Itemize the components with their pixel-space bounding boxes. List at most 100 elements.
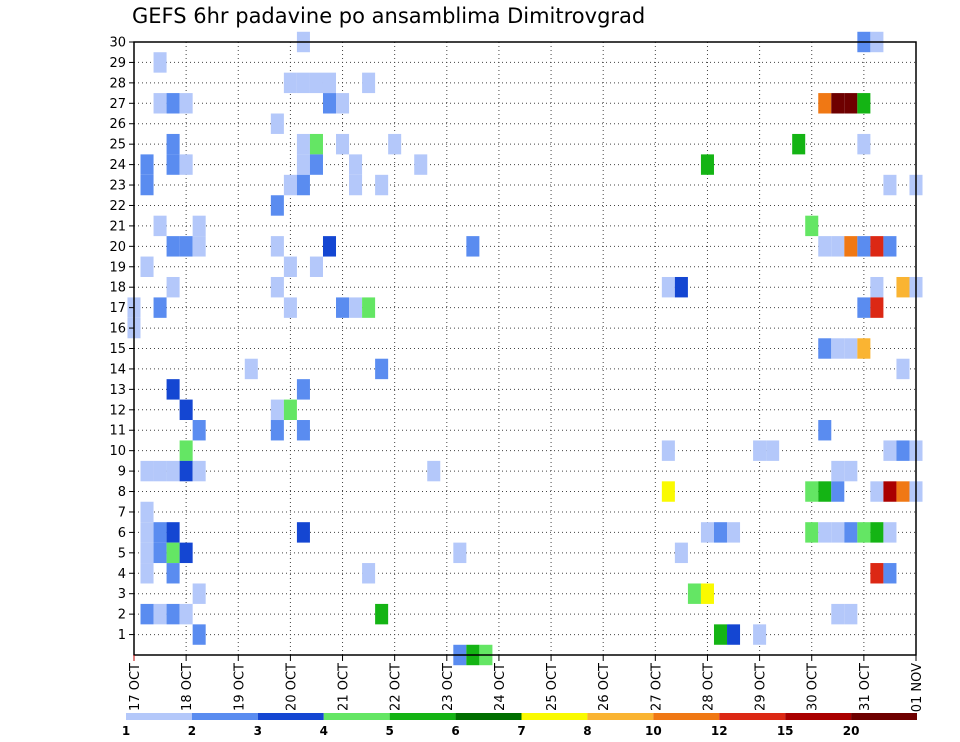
precip-cell bbox=[818, 481, 832, 502]
precip-cell bbox=[179, 460, 193, 482]
precip-cell bbox=[700, 583, 714, 604]
y-tick-label: 2 bbox=[118, 608, 126, 623]
precip-cell bbox=[896, 440, 910, 461]
y-tick-label: 7 bbox=[118, 505, 126, 520]
x-tick-label: 28 OCT bbox=[701, 663, 716, 711]
legend-swatch bbox=[521, 713, 588, 720]
x-tick-label: 23 OCT bbox=[441, 663, 456, 711]
y-tick-label: 27 bbox=[109, 97, 126, 112]
precip-cell bbox=[857, 133, 871, 155]
precip-cell bbox=[270, 113, 284, 134]
chart-title: GEFS 6hr padavine po ansamblima Dimitrov… bbox=[132, 4, 646, 28]
legend-swatch bbox=[126, 713, 192, 720]
x-tick-label: 27 OCT bbox=[649, 663, 664, 711]
precip-cell bbox=[466, 236, 480, 257]
legend-swatch bbox=[719, 713, 786, 720]
precip-cell bbox=[753, 624, 767, 645]
y-tick-label: 18 bbox=[109, 281, 126, 296]
precip-cell bbox=[166, 603, 180, 625]
precip-cell bbox=[870, 481, 884, 502]
y-tick-label: 29 bbox=[109, 56, 126, 71]
legend-swatch bbox=[389, 713, 456, 720]
precip-cell bbox=[166, 542, 180, 564]
y-tick-label: 14 bbox=[109, 362, 126, 377]
x-tick-label: 21 OCT bbox=[337, 663, 352, 711]
precip-cell bbox=[870, 563, 884, 584]
precip-cell bbox=[713, 522, 728, 543]
precip-cell bbox=[283, 256, 297, 277]
precip-cell bbox=[870, 522, 884, 543]
precip-cell bbox=[166, 522, 180, 543]
precip-cell bbox=[896, 481, 910, 502]
precip-cell bbox=[336, 297, 350, 318]
precip-cell bbox=[727, 522, 741, 543]
precip-cell bbox=[296, 522, 310, 543]
precip-cell bbox=[805, 215, 819, 237]
precip-cell bbox=[727, 624, 741, 645]
precip-cell bbox=[831, 338, 845, 359]
precip-cell bbox=[283, 297, 297, 318]
precip-cell bbox=[844, 522, 858, 543]
y-tick-label: 16 bbox=[109, 322, 126, 337]
legend-label: 15 bbox=[777, 724, 794, 738]
x-tick-label: 18 OCT bbox=[180, 663, 195, 711]
precip-cell bbox=[192, 215, 206, 237]
precip-cell bbox=[805, 481, 819, 502]
precip-cell bbox=[844, 236, 858, 257]
precip-cell bbox=[753, 440, 767, 461]
precip-cell bbox=[192, 624, 206, 645]
precip-cell bbox=[831, 522, 845, 543]
precip-cell bbox=[140, 154, 154, 175]
precip-cell bbox=[296, 379, 310, 400]
precip-cell bbox=[818, 236, 832, 257]
legend-swatch bbox=[455, 713, 522, 720]
precip-cell bbox=[322, 72, 337, 94]
precip-cell bbox=[857, 93, 871, 114]
y-tick-label: 21 bbox=[109, 219, 126, 234]
precip-cell bbox=[166, 379, 180, 400]
legend-label: 3 bbox=[254, 724, 262, 738]
precip-cell bbox=[362, 563, 376, 584]
x-tick-label: 25 OCT bbox=[545, 663, 560, 711]
precip-cell bbox=[166, 276, 180, 298]
legend-label: 12 bbox=[711, 724, 728, 738]
precip-cell bbox=[831, 481, 845, 502]
precip-cell bbox=[661, 276, 675, 298]
y-tick-label: 8 bbox=[118, 485, 126, 500]
precip-cell bbox=[870, 297, 884, 318]
precip-cell bbox=[166, 563, 180, 584]
precip-cell bbox=[349, 174, 363, 196]
precip-cell bbox=[844, 93, 858, 114]
precip-cell bbox=[687, 583, 701, 604]
precip-cell bbox=[166, 93, 180, 114]
legend-swatch bbox=[785, 713, 852, 720]
precip-cell bbox=[883, 481, 897, 502]
precip-cell bbox=[661, 440, 675, 461]
y-tick-label: 17 bbox=[109, 301, 126, 316]
y-tick-label: 13 bbox=[109, 383, 126, 398]
x-tick-label: 01 NOV bbox=[910, 663, 925, 712]
precip-cell bbox=[270, 195, 284, 216]
precip-cell bbox=[179, 399, 193, 421]
y-tick-label: 6 bbox=[118, 526, 126, 541]
precip-cell bbox=[270, 399, 284, 421]
precip-cell bbox=[283, 399, 297, 421]
precip-cell bbox=[844, 338, 858, 359]
precip-cell bbox=[883, 522, 897, 543]
precip-cell bbox=[179, 236, 193, 257]
precip-cell bbox=[349, 297, 363, 318]
y-tick-label: 12 bbox=[109, 403, 126, 418]
legend-label: 2 bbox=[188, 724, 196, 738]
precip-cell bbox=[896, 276, 910, 298]
precip-cell bbox=[674, 542, 688, 564]
y-tick-label: 11 bbox=[109, 424, 126, 439]
precip-cell bbox=[818, 522, 832, 543]
precip-cell bbox=[805, 522, 819, 543]
precip-cell bbox=[140, 501, 154, 523]
precip-cell bbox=[192, 583, 206, 604]
y-tick-label: 26 bbox=[109, 117, 126, 132]
x-tick-label: 26 OCT bbox=[597, 663, 612, 711]
precip-cell bbox=[375, 358, 389, 380]
precip-cell bbox=[844, 460, 858, 482]
precip-cell bbox=[700, 522, 714, 543]
